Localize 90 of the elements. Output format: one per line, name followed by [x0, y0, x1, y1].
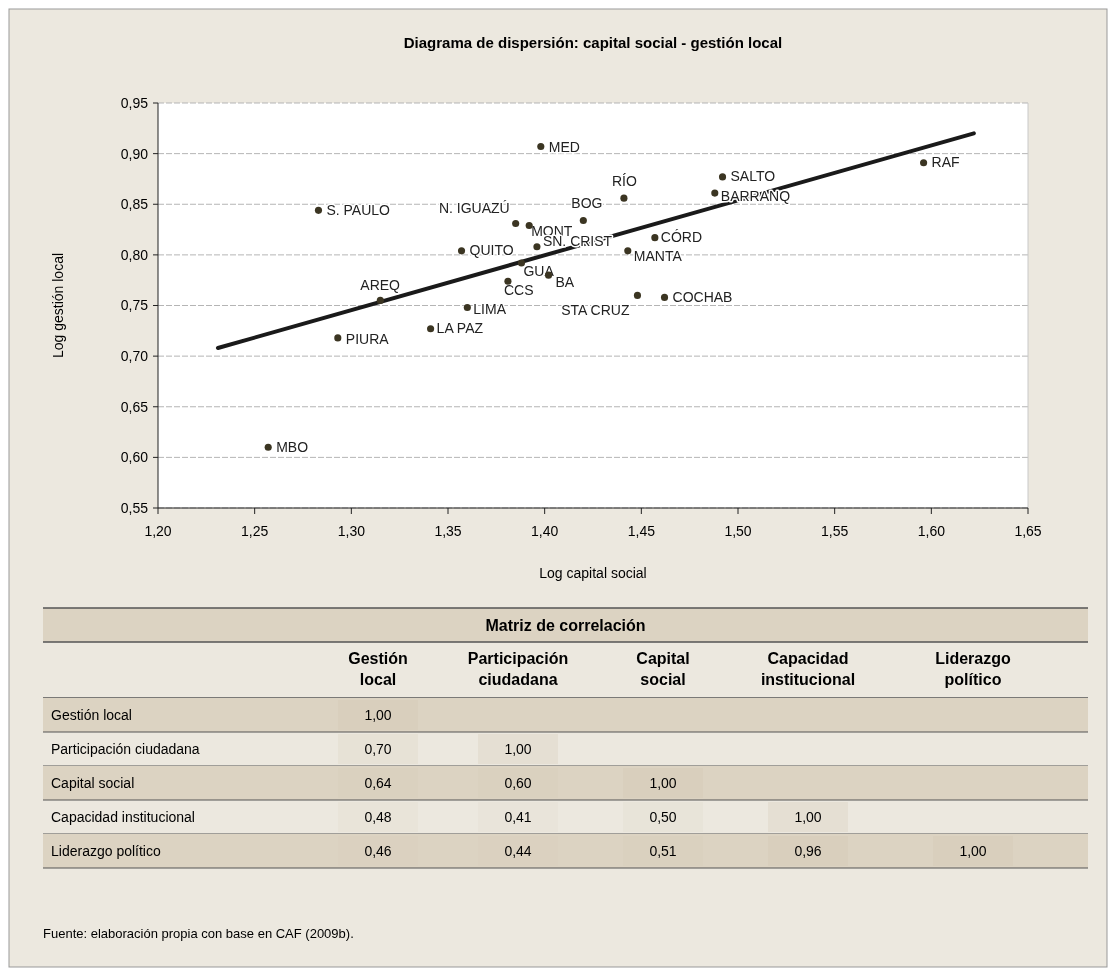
- annotation: STA CRUZ: [561, 302, 630, 319]
- annotation: CCS: [503, 282, 534, 299]
- point: [512, 219, 520, 228]
- x-tick-label: 1,60: [917, 523, 946, 539]
- point: [517, 259, 526, 267]
- y-axis-title: Log gestión local: [50, 252, 66, 359]
- y-tick-label: 0,90: [120, 145, 149, 162]
- y-tick-label: 0,55: [120, 499, 149, 516]
- data-label: 1,00: [504, 740, 532, 757]
- data-label: 1,00: [649, 774, 677, 791]
- x-tick-label: 1,35: [434, 523, 462, 539]
- x-axis-title: Log capital social: [539, 565, 647, 581]
- point: [718, 173, 727, 181]
- point: [579, 216, 587, 225]
- x-tick-label: 1,45: [627, 523, 656, 539]
- point: [537, 142, 545, 151]
- data-label: 0,41: [504, 808, 532, 825]
- y-tick-label: Liderazgo político: [51, 842, 161, 859]
- annotation: SALTO: [730, 167, 776, 184]
- data-label: 0,51: [649, 842, 677, 859]
- data-label: 0,60: [504, 774, 532, 791]
- point: [334, 334, 342, 342]
- data-label: 1,00: [794, 808, 822, 825]
- x-tick-label: 1,65: [1014, 523, 1042, 539]
- annotation: COCHAB: [672, 289, 733, 306]
- point: [920, 159, 928, 167]
- x-tick-label: 1,40: [531, 523, 559, 539]
- data-label: 1,00: [959, 842, 987, 859]
- annotation: RÍO: [611, 173, 637, 190]
- point: [457, 247, 466, 255]
- chart-title: Diagrama de dispersión: capital social - gestión local: [403, 34, 783, 51]
- point: [376, 296, 384, 304]
- chart-title: Matriz de correlación: [485, 616, 646, 634]
- annotation: MED: [548, 138, 580, 155]
- annotation: LIMA: [473, 300, 507, 317]
- y-tick-label: 0,85: [120, 196, 149, 213]
- x-tick-label: 1,55: [821, 523, 849, 539]
- y-tick-label: 0,80: [120, 246, 149, 263]
- point: [463, 303, 471, 312]
- data-label: 0,46: [364, 842, 392, 859]
- annotation: QUITO: [469, 241, 514, 258]
- y-tick-label: 0,60: [120, 449, 149, 466]
- point: [264, 443, 272, 451]
- point: [711, 189, 719, 197]
- x-tick-label: 1,50: [724, 523, 752, 539]
- point: [525, 221, 533, 230]
- x-tick-label: Participación ciudadana: [467, 650, 569, 688]
- y-tick-label: 0,65: [120, 398, 149, 415]
- y-tick-label: Participación ciudadana: [51, 740, 200, 757]
- annotation: AREQ: [360, 277, 401, 294]
- annotation: BOG: [571, 195, 603, 212]
- x-tick-label: Gestión local: [348, 650, 408, 688]
- x-tick-label: 1,30: [337, 523, 366, 539]
- y-tick-label: Capital social: [51, 774, 135, 791]
- x-tick-label: 1,20: [144, 523, 172, 539]
- data-label: 0,48: [364, 808, 392, 825]
- x-tick-label: Capacidad institucional: [760, 650, 856, 688]
- annotation: N. IGUAZÚ: [438, 200, 510, 217]
- point: [427, 325, 435, 333]
- point: [624, 247, 632, 255]
- x-tick-label: Capital social: [636, 650, 690, 688]
- data-label: 0,44: [504, 842, 532, 859]
- annotation: MBO: [276, 439, 309, 456]
- point: [633, 291, 642, 299]
- annotation: RAF: [931, 153, 960, 170]
- data-label: 0,96: [794, 842, 822, 859]
- point: [504, 277, 512, 285]
- y-tick-label: Capacidad institucional: [51, 808, 195, 825]
- annotation: LA PAZ: [436, 319, 484, 336]
- x-tick-label: 1,25: [241, 523, 269, 539]
- source-note: Fuente: elaboración propia con base en CAF (2009b).: [43, 926, 354, 941]
- annotation: S. PAULO: [326, 202, 391, 219]
- x-tick-label: Liderazgo político: [935, 650, 1012, 688]
- point: [651, 234, 659, 242]
- annotation: PIURA: [345, 330, 390, 347]
- annotation: MANTA: [633, 247, 683, 264]
- point: [620, 194, 628, 202]
- data-label: 0,50: [649, 808, 677, 825]
- annotation: CÓRD: [660, 228, 703, 245]
- point: [314, 206, 323, 214]
- data-label: 1,00: [364, 706, 392, 723]
- point: [660, 293, 669, 301]
- y-tick-label: Gestión local: [51, 706, 132, 723]
- data-label: 0,70: [364, 740, 392, 757]
- point: [533, 243, 541, 251]
- data-label: 0,64: [364, 774, 392, 791]
- y-tick-label: 0,70: [120, 348, 149, 365]
- y-tick-label: 0,95: [120, 94, 149, 111]
- y-tick-label: 0,75: [120, 297, 149, 314]
- annotation: BA: [555, 274, 575, 291]
